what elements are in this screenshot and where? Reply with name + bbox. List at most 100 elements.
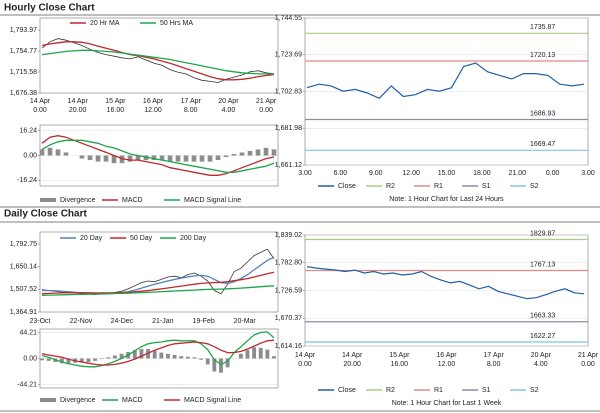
divergence-bar bbox=[39, 149, 45, 156]
level-label: 1829.87 bbox=[530, 230, 555, 237]
divergence-bar bbox=[191, 155, 197, 162]
x-tick-label: 23-Oct bbox=[29, 318, 50, 325]
legend-label: S2 bbox=[530, 387, 539, 394]
divergence-bar bbox=[223, 155, 229, 158]
y-tick-label: 1,839.02 bbox=[275, 232, 302, 239]
divergence-bar bbox=[231, 153, 237, 156]
divergence-bar bbox=[95, 155, 101, 162]
legend-label: MACD Signal Line bbox=[184, 397, 241, 404]
y-tick-label: 1,723.69 bbox=[275, 52, 302, 59]
legend-swatch bbox=[40, 398, 56, 402]
x-tick-label: 15.00 bbox=[438, 170, 456, 177]
y-tick-label: 0.00 bbox=[23, 355, 37, 362]
divergence-bar bbox=[159, 352, 164, 359]
divergence-bar bbox=[263, 147, 269, 156]
divergence-bar bbox=[205, 358, 210, 365]
divergence-bar bbox=[112, 355, 117, 359]
divergence-bar bbox=[99, 358, 104, 360]
y-tick-label: 1,793.97 bbox=[10, 27, 37, 34]
price-line bbox=[41, 38, 275, 83]
x-tick-label: 22-Nov bbox=[70, 318, 93, 325]
x-tick-label: 21 Apr bbox=[256, 98, 277, 105]
divergence-bar bbox=[132, 350, 137, 359]
y-tick-label: 1,507.52 bbox=[10, 286, 37, 293]
ma-line bbox=[41, 271, 275, 295]
divergence-bar bbox=[207, 155, 213, 162]
legend-label: 50 Day bbox=[130, 235, 153, 242]
divergence-bar bbox=[103, 155, 109, 162]
y-tick-label: 44.21 bbox=[19, 329, 37, 336]
close-line bbox=[306, 266, 585, 300]
divergence-bar bbox=[271, 149, 277, 156]
x-tick-label: 6.00 bbox=[334, 170, 348, 177]
y-tick-label: 1,650.14 bbox=[10, 264, 37, 271]
divergence-bar bbox=[135, 155, 141, 161]
divergence-bar bbox=[183, 155, 189, 162]
macd-line bbox=[41, 339, 275, 366]
divergence-bar bbox=[47, 147, 53, 156]
y-tick-label: 1,754.77 bbox=[10, 48, 37, 55]
y-tick-label: 1,670.37 bbox=[275, 315, 302, 322]
legend-label: S2 bbox=[530, 183, 539, 190]
x-tick-label: 0.00 bbox=[298, 361, 312, 368]
legend-label: S1 bbox=[482, 183, 491, 190]
legend-label: 20 Hr MA bbox=[90, 20, 120, 27]
legend-label: MACD bbox=[122, 397, 143, 404]
x-tick-label: 12.00 bbox=[402, 170, 420, 177]
level-label: 1767.13 bbox=[530, 261, 555, 268]
x-tick-label: 18.00 bbox=[473, 170, 491, 177]
x-tick-label: 0.00 bbox=[33, 107, 47, 114]
level-label: 1669.47 bbox=[530, 141, 555, 148]
y-tick-label: 1,364.91 bbox=[10, 309, 37, 316]
legend-label: 20 Day bbox=[80, 235, 103, 242]
x-tick-label: 16 Apr bbox=[143, 98, 164, 105]
divergence-bar bbox=[247, 150, 253, 156]
y-tick-label: 1,726.59 bbox=[275, 287, 302, 294]
legend-label: MACD Signal Line bbox=[184, 197, 241, 204]
divergence-bar bbox=[87, 155, 93, 161]
divergence-bar bbox=[199, 358, 204, 360]
level-label: 1663.33 bbox=[530, 313, 555, 320]
macd-line bbox=[41, 139, 275, 173]
divergence-bar bbox=[172, 354, 177, 359]
divergence-bar bbox=[86, 358, 91, 363]
divergence-bar bbox=[245, 350, 250, 359]
x-tick-label: 16.00 bbox=[391, 361, 409, 368]
divergence-bar bbox=[79, 155, 85, 159]
divergence-bar bbox=[215, 155, 221, 161]
legend-label: R1 bbox=[434, 387, 443, 394]
divergence-bar bbox=[59, 358, 64, 364]
x-tick-label: 19-Feb bbox=[193, 318, 215, 325]
y-tick-label: 1,681.98 bbox=[275, 125, 302, 132]
x-tick-label: 21-Jan bbox=[152, 318, 174, 325]
x-tick-label: 14 Apr bbox=[30, 98, 51, 105]
divergence-bar bbox=[143, 155, 149, 161]
section-title: Hourly Close Chart bbox=[4, 3, 95, 14]
level-label: 1735.87 bbox=[530, 24, 555, 31]
x-tick-label: 20-Mar bbox=[234, 318, 257, 325]
x-tick-label: 8.00 bbox=[487, 361, 501, 368]
divergence-bar bbox=[152, 350, 157, 359]
y-tick-label: -44.21 bbox=[17, 381, 37, 388]
x-tick-label: 3.00 bbox=[298, 170, 312, 177]
legend-label: Close bbox=[338, 387, 356, 394]
y-tick-label: -16.24 bbox=[17, 177, 37, 184]
y-tick-label: 1,744.55 bbox=[275, 15, 302, 22]
macd-line bbox=[41, 331, 275, 368]
divergence-bar bbox=[93, 358, 97, 361]
divergence-bar bbox=[239, 152, 245, 156]
legend-label: R2 bbox=[386, 183, 395, 190]
x-tick-label: 3.00 bbox=[581, 170, 595, 177]
ma-line bbox=[41, 285, 275, 296]
macd-line bbox=[41, 135, 275, 176]
x-tick-label: 0.00 bbox=[581, 361, 595, 368]
legend-label: R1 bbox=[434, 183, 443, 190]
x-tick-label: 20 Apr bbox=[531, 352, 552, 359]
divergence-bar bbox=[166, 353, 170, 359]
divergence-bar bbox=[119, 155, 125, 164]
x-tick-label: 17 Apr bbox=[181, 98, 202, 105]
x-tick-label: 0.00 bbox=[546, 170, 560, 177]
y-tick-label: 16.24 bbox=[19, 128, 37, 135]
y-tick-label: 1,614.16 bbox=[275, 343, 302, 350]
